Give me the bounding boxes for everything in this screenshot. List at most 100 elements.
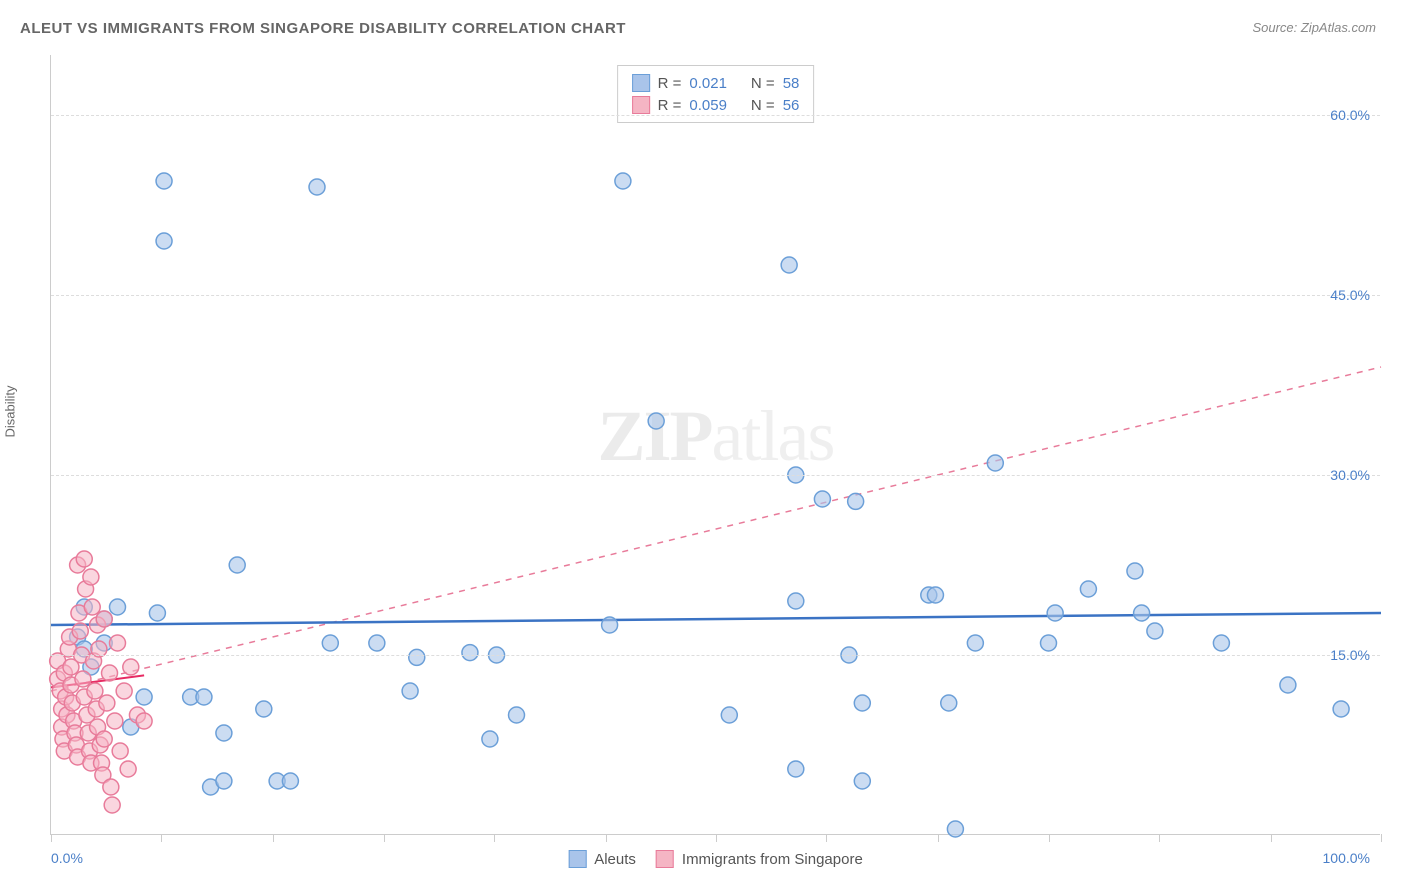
data-point bbox=[947, 821, 963, 837]
gridline-h bbox=[51, 475, 1380, 476]
swatch-series1 bbox=[632, 74, 650, 92]
data-point bbox=[322, 635, 338, 651]
gridline-h bbox=[51, 115, 1380, 116]
data-point bbox=[229, 557, 245, 573]
data-point bbox=[136, 689, 152, 705]
data-point bbox=[107, 713, 123, 729]
data-point bbox=[76, 551, 92, 567]
data-point bbox=[854, 773, 870, 789]
data-point bbox=[602, 617, 618, 633]
data-point bbox=[256, 701, 272, 717]
ytick-label: 15.0% bbox=[1330, 647, 1370, 663]
data-point bbox=[110, 635, 126, 651]
n-value-2: 56 bbox=[783, 97, 800, 114]
data-point bbox=[615, 173, 631, 189]
data-point bbox=[409, 649, 425, 665]
data-point bbox=[104, 797, 120, 813]
xtick bbox=[161, 834, 162, 842]
xtick bbox=[1049, 834, 1050, 842]
data-point bbox=[156, 233, 172, 249]
xtick bbox=[606, 834, 607, 842]
data-point bbox=[75, 671, 91, 687]
data-point bbox=[788, 761, 804, 777]
data-point bbox=[102, 665, 118, 681]
data-point bbox=[788, 593, 804, 609]
data-point bbox=[1280, 677, 1296, 693]
source-attribution: Source: ZipAtlas.com bbox=[1252, 20, 1376, 35]
data-point bbox=[72, 623, 88, 639]
xtick bbox=[938, 834, 939, 842]
data-point bbox=[402, 683, 418, 699]
data-point bbox=[123, 659, 139, 675]
xtick bbox=[273, 834, 274, 842]
legend-label-series2: Immigrants from Singapore bbox=[682, 851, 863, 868]
n-label-1: N = bbox=[751, 75, 775, 92]
xtick-label: 0.0% bbox=[51, 850, 83, 866]
data-point bbox=[96, 731, 112, 747]
data-point bbox=[156, 173, 172, 189]
r-value-2: 0.059 bbox=[689, 97, 727, 114]
data-point bbox=[309, 179, 325, 195]
data-point bbox=[103, 779, 119, 795]
xtick bbox=[384, 834, 385, 842]
data-point bbox=[927, 587, 943, 603]
data-point bbox=[462, 645, 478, 661]
r-value-1: 0.021 bbox=[689, 75, 727, 92]
data-point bbox=[96, 611, 112, 627]
n-label-2: N = bbox=[751, 97, 775, 114]
stats-row-series2: R = 0.059 N = 56 bbox=[632, 94, 800, 116]
data-point bbox=[482, 731, 498, 747]
data-point bbox=[854, 695, 870, 711]
data-point bbox=[941, 695, 957, 711]
data-point bbox=[149, 605, 165, 621]
data-point bbox=[1134, 605, 1150, 621]
data-point bbox=[648, 413, 664, 429]
scatter-plot-svg bbox=[51, 55, 1380, 834]
data-point bbox=[369, 635, 385, 651]
data-point bbox=[848, 493, 864, 509]
chart-title: ALEUT VS IMMIGRANTS FROM SINGAPORE DISAB… bbox=[20, 20, 626, 37]
data-point bbox=[814, 491, 830, 507]
data-point bbox=[987, 455, 1003, 471]
gridline-h bbox=[51, 655, 1380, 656]
data-point bbox=[282, 773, 298, 789]
data-point bbox=[1333, 701, 1349, 717]
bottom-legend: Aleuts Immigrants from Singapore bbox=[568, 850, 863, 868]
legend-swatch-series2 bbox=[656, 850, 674, 868]
xtick bbox=[1381, 834, 1382, 842]
data-point bbox=[1147, 623, 1163, 639]
ytick-label: 45.0% bbox=[1330, 287, 1370, 303]
xtick-label: 100.0% bbox=[1323, 850, 1370, 866]
xtick bbox=[1159, 834, 1160, 842]
data-point bbox=[781, 257, 797, 273]
swatch-series2 bbox=[632, 96, 650, 114]
ytick-label: 60.0% bbox=[1330, 107, 1370, 123]
chart-plot-area: ZIPatlas R = 0.021 N = 58 R = 0.059 N = … bbox=[50, 55, 1380, 835]
data-point bbox=[721, 707, 737, 723]
data-point bbox=[216, 773, 232, 789]
data-point bbox=[1127, 563, 1143, 579]
xtick bbox=[51, 834, 52, 842]
xtick bbox=[1271, 834, 1272, 842]
data-point bbox=[84, 599, 100, 615]
data-point bbox=[116, 683, 132, 699]
data-point bbox=[1080, 581, 1096, 597]
legend-item-series1: Aleuts bbox=[568, 850, 636, 868]
xtick bbox=[716, 834, 717, 842]
xtick bbox=[826, 834, 827, 842]
data-point bbox=[1041, 635, 1057, 651]
ytick-label: 30.0% bbox=[1330, 467, 1370, 483]
data-point bbox=[112, 743, 128, 759]
r-label-1: R = bbox=[658, 75, 682, 92]
data-point bbox=[110, 599, 126, 615]
stats-row-series1: R = 0.021 N = 58 bbox=[632, 72, 800, 94]
data-point bbox=[216, 725, 232, 741]
y-axis-label: Disability bbox=[3, 385, 18, 437]
data-point bbox=[99, 695, 115, 711]
data-point bbox=[83, 569, 99, 585]
data-point bbox=[1213, 635, 1229, 651]
legend-label-series1: Aleuts bbox=[594, 851, 636, 868]
data-point bbox=[87, 683, 103, 699]
r-label-2: R = bbox=[658, 97, 682, 114]
data-point bbox=[509, 707, 525, 723]
